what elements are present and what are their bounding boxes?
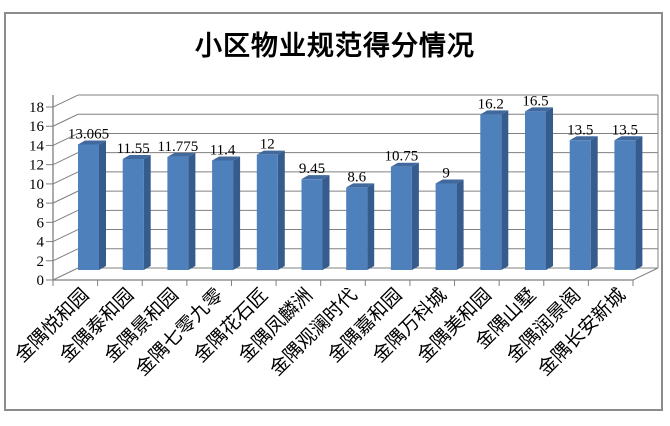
bar-top-face (614, 136, 643, 141)
gridline-depth-connector (52, 133, 79, 146)
bar-front-face (122, 159, 144, 270)
bar-front-face (167, 156, 189, 270)
bar-data-label: 11.55 (117, 141, 150, 157)
bar-top-face (435, 179, 464, 184)
y-tick-label: 14 (29, 138, 45, 154)
bar-series-column[interactable] (167, 152, 196, 270)
gridline-depth-connector (52, 190, 79, 204)
bar-top-face (256, 150, 285, 155)
bar-data-label: 11.775 (158, 139, 199, 155)
bar-data-label: 13.5 (567, 122, 593, 138)
y-tick-label: 16 (29, 119, 45, 135)
bar-side-face (546, 107, 553, 270)
bar-side-face (501, 110, 509, 271)
bar-series-column[interactable] (346, 183, 375, 270)
gridline-depth-connector (52, 152, 79, 166)
bar-series-column[interactable] (301, 175, 330, 270)
bar-data-label: 10.75 (385, 149, 419, 165)
bar-side-face (188, 152, 196, 270)
chart-border (4, 12, 663, 411)
bar-series-column[interactable] (122, 155, 151, 270)
bar-top-face (122, 155, 151, 160)
bar-top-face (569, 136, 598, 141)
gridline-depth-connector (52, 209, 79, 223)
bar-side-face (277, 150, 285, 270)
bar-side-face (635, 136, 643, 270)
bar-front-face (346, 187, 368, 270)
y-tick-label: 4 (37, 235, 45, 251)
bar-side-face (367, 183, 375, 270)
1 (53, 53, 95, 95)
bar-front-face (525, 111, 546, 270)
gridline-depth-connector (52, 94, 79, 108)
gridline-depth-connector (52, 113, 79, 127)
bar-front-face (301, 179, 323, 270)
bar-front-face (435, 183, 457, 270)
bar-data-label: 13.065 (68, 126, 109, 142)
bar-series-column[interactable] (256, 150, 285, 270)
bar-front-face (614, 140, 636, 270)
bar-series-column[interactable] (390, 162, 419, 270)
bar-series-column[interactable] (435, 179, 464, 270)
bar-front-face (212, 160, 234, 270)
bar-front-face (78, 144, 99, 270)
bar-data-label: 16.5 (522, 93, 548, 109)
y-tick-label: 10 (29, 177, 44, 193)
bar-side-face (411, 162, 419, 270)
gridline-depth-connector (52, 248, 79, 262)
gridline-depth-connector (52, 229, 79, 243)
floor-right-edge (632, 267, 659, 281)
bar-top-face (78, 140, 106, 145)
bar-series-column[interactable] (525, 107, 553, 270)
bar-front-face (256, 154, 278, 270)
bar-series-column[interactable] (212, 156, 241, 270)
bar-side-face (143, 155, 151, 270)
bar-side-face (456, 179, 464, 270)
bar-side-face (99, 140, 106, 270)
bar-data-label: 13.5 (612, 122, 638, 138)
y-tick-label: 12 (29, 158, 44, 174)
bar-side-face (322, 175, 330, 270)
y-tick-label: 6 (37, 215, 45, 231)
y-tick-label: 2 (37, 254, 45, 270)
bar-data-label: 8.6 (347, 169, 366, 185)
bar-series-column[interactable] (569, 136, 598, 270)
y-tick-label: 0 (37, 273, 45, 289)
bar-side-face (233, 156, 241, 270)
bar-series-column[interactable] (480, 110, 509, 271)
bar-top-face (346, 183, 375, 188)
bar-top-face (212, 156, 241, 161)
gridline-depth-connector (52, 171, 79, 185)
bar-series-column[interactable] (614, 136, 643, 270)
chart-title: 小区物业规范得分情况 (195, 31, 475, 61)
bar-front-face (390, 166, 412, 270)
bar-data-label: 16.2 (478, 96, 504, 112)
bar-data-label: 9 (442, 166, 450, 182)
bar-top-face (167, 152, 196, 157)
bar-top-face (390, 162, 419, 167)
bar-side-face (590, 136, 598, 270)
bar-top-face (480, 110, 509, 115)
y-tick-label: 8 (37, 196, 45, 212)
bar-data-label: 12 (260, 137, 275, 153)
y-tick-label: 18 (29, 100, 44, 116)
bar-top-face (525, 107, 553, 112)
gridline-depth-connector (52, 267, 79, 281)
bar-front-face (480, 114, 502, 271)
bar-top-face (301, 175, 330, 180)
bar-data-label: 9.45 (299, 161, 325, 177)
bar-front-face (569, 140, 591, 270)
bar-series-column[interactable] (78, 140, 106, 270)
bar-data-label: 11.4 (210, 142, 236, 158)
